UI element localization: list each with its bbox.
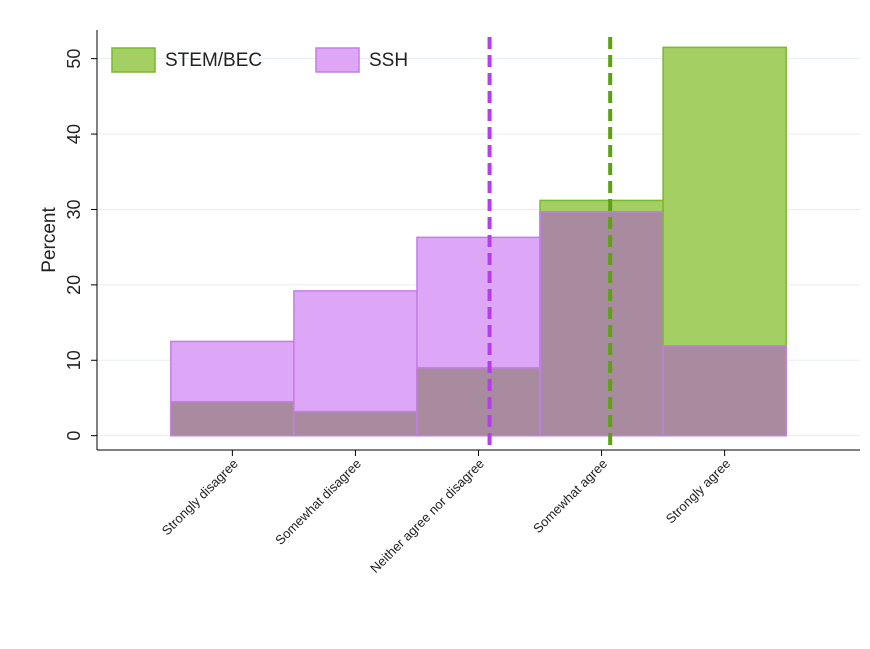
y-tick-label: 50: [64, 49, 84, 69]
y-tick-label: 20: [64, 275, 84, 295]
legend-swatch: [315, 47, 360, 73]
legend-label: SSH: [369, 50, 408, 71]
bar-overlap: [416, 367, 541, 437]
x-tick-label: Somewhat disagree: [272, 456, 364, 548]
bar-overlap: [539, 210, 664, 437]
y-tick-label: 30: [64, 199, 84, 219]
bar-overlap: [662, 345, 787, 437]
y-tick-label: 40: [64, 124, 84, 144]
legend-swatch: [111, 47, 156, 73]
x-tick-label: Neither agree nor disagree: [367, 456, 487, 576]
y-tick-label: 0: [64, 431, 84, 441]
x-tick-label: Strongly disagree: [159, 456, 241, 538]
x-tick-label: Somewhat agree: [530, 456, 610, 536]
y-axis-label: Percent: [39, 207, 60, 273]
x-tick-label: Strongly agree: [663, 456, 733, 526]
bar-overlap: [170, 400, 295, 437]
legend-label: STEM/BEC: [165, 50, 262, 71]
y-tick-label: 10: [64, 350, 84, 370]
bar-overlap: [293, 410, 418, 437]
